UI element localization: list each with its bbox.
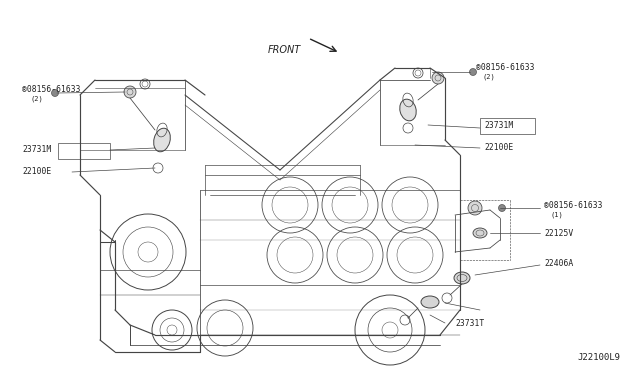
Circle shape	[499, 205, 506, 212]
Ellipse shape	[473, 228, 487, 238]
Text: ®08156-61633: ®08156-61633	[544, 201, 602, 209]
Circle shape	[432, 72, 444, 84]
Ellipse shape	[400, 99, 416, 121]
Text: 22406A: 22406A	[544, 259, 573, 267]
Circle shape	[124, 86, 136, 98]
Circle shape	[470, 68, 477, 76]
Text: 23731M: 23731M	[22, 145, 51, 154]
Text: 22100E: 22100E	[22, 167, 51, 176]
Circle shape	[468, 201, 482, 215]
Text: (1): (1)	[550, 211, 563, 218]
Text: J22100L9: J22100L9	[577, 353, 620, 362]
Text: (2): (2)	[482, 74, 495, 80]
Text: ®08156-61633: ®08156-61633	[476, 64, 534, 73]
Ellipse shape	[421, 296, 439, 308]
Ellipse shape	[454, 272, 470, 284]
Text: (2): (2)	[30, 95, 43, 102]
Ellipse shape	[154, 128, 170, 152]
Text: 23731M: 23731M	[484, 122, 513, 131]
Text: 23731T: 23731T	[455, 318, 484, 327]
Circle shape	[51, 90, 58, 96]
Text: FRONT: FRONT	[268, 45, 301, 55]
Text: 22100E: 22100E	[484, 144, 513, 153]
Text: 22125V: 22125V	[544, 228, 573, 237]
Text: ®08156-61633: ®08156-61633	[22, 84, 81, 93]
